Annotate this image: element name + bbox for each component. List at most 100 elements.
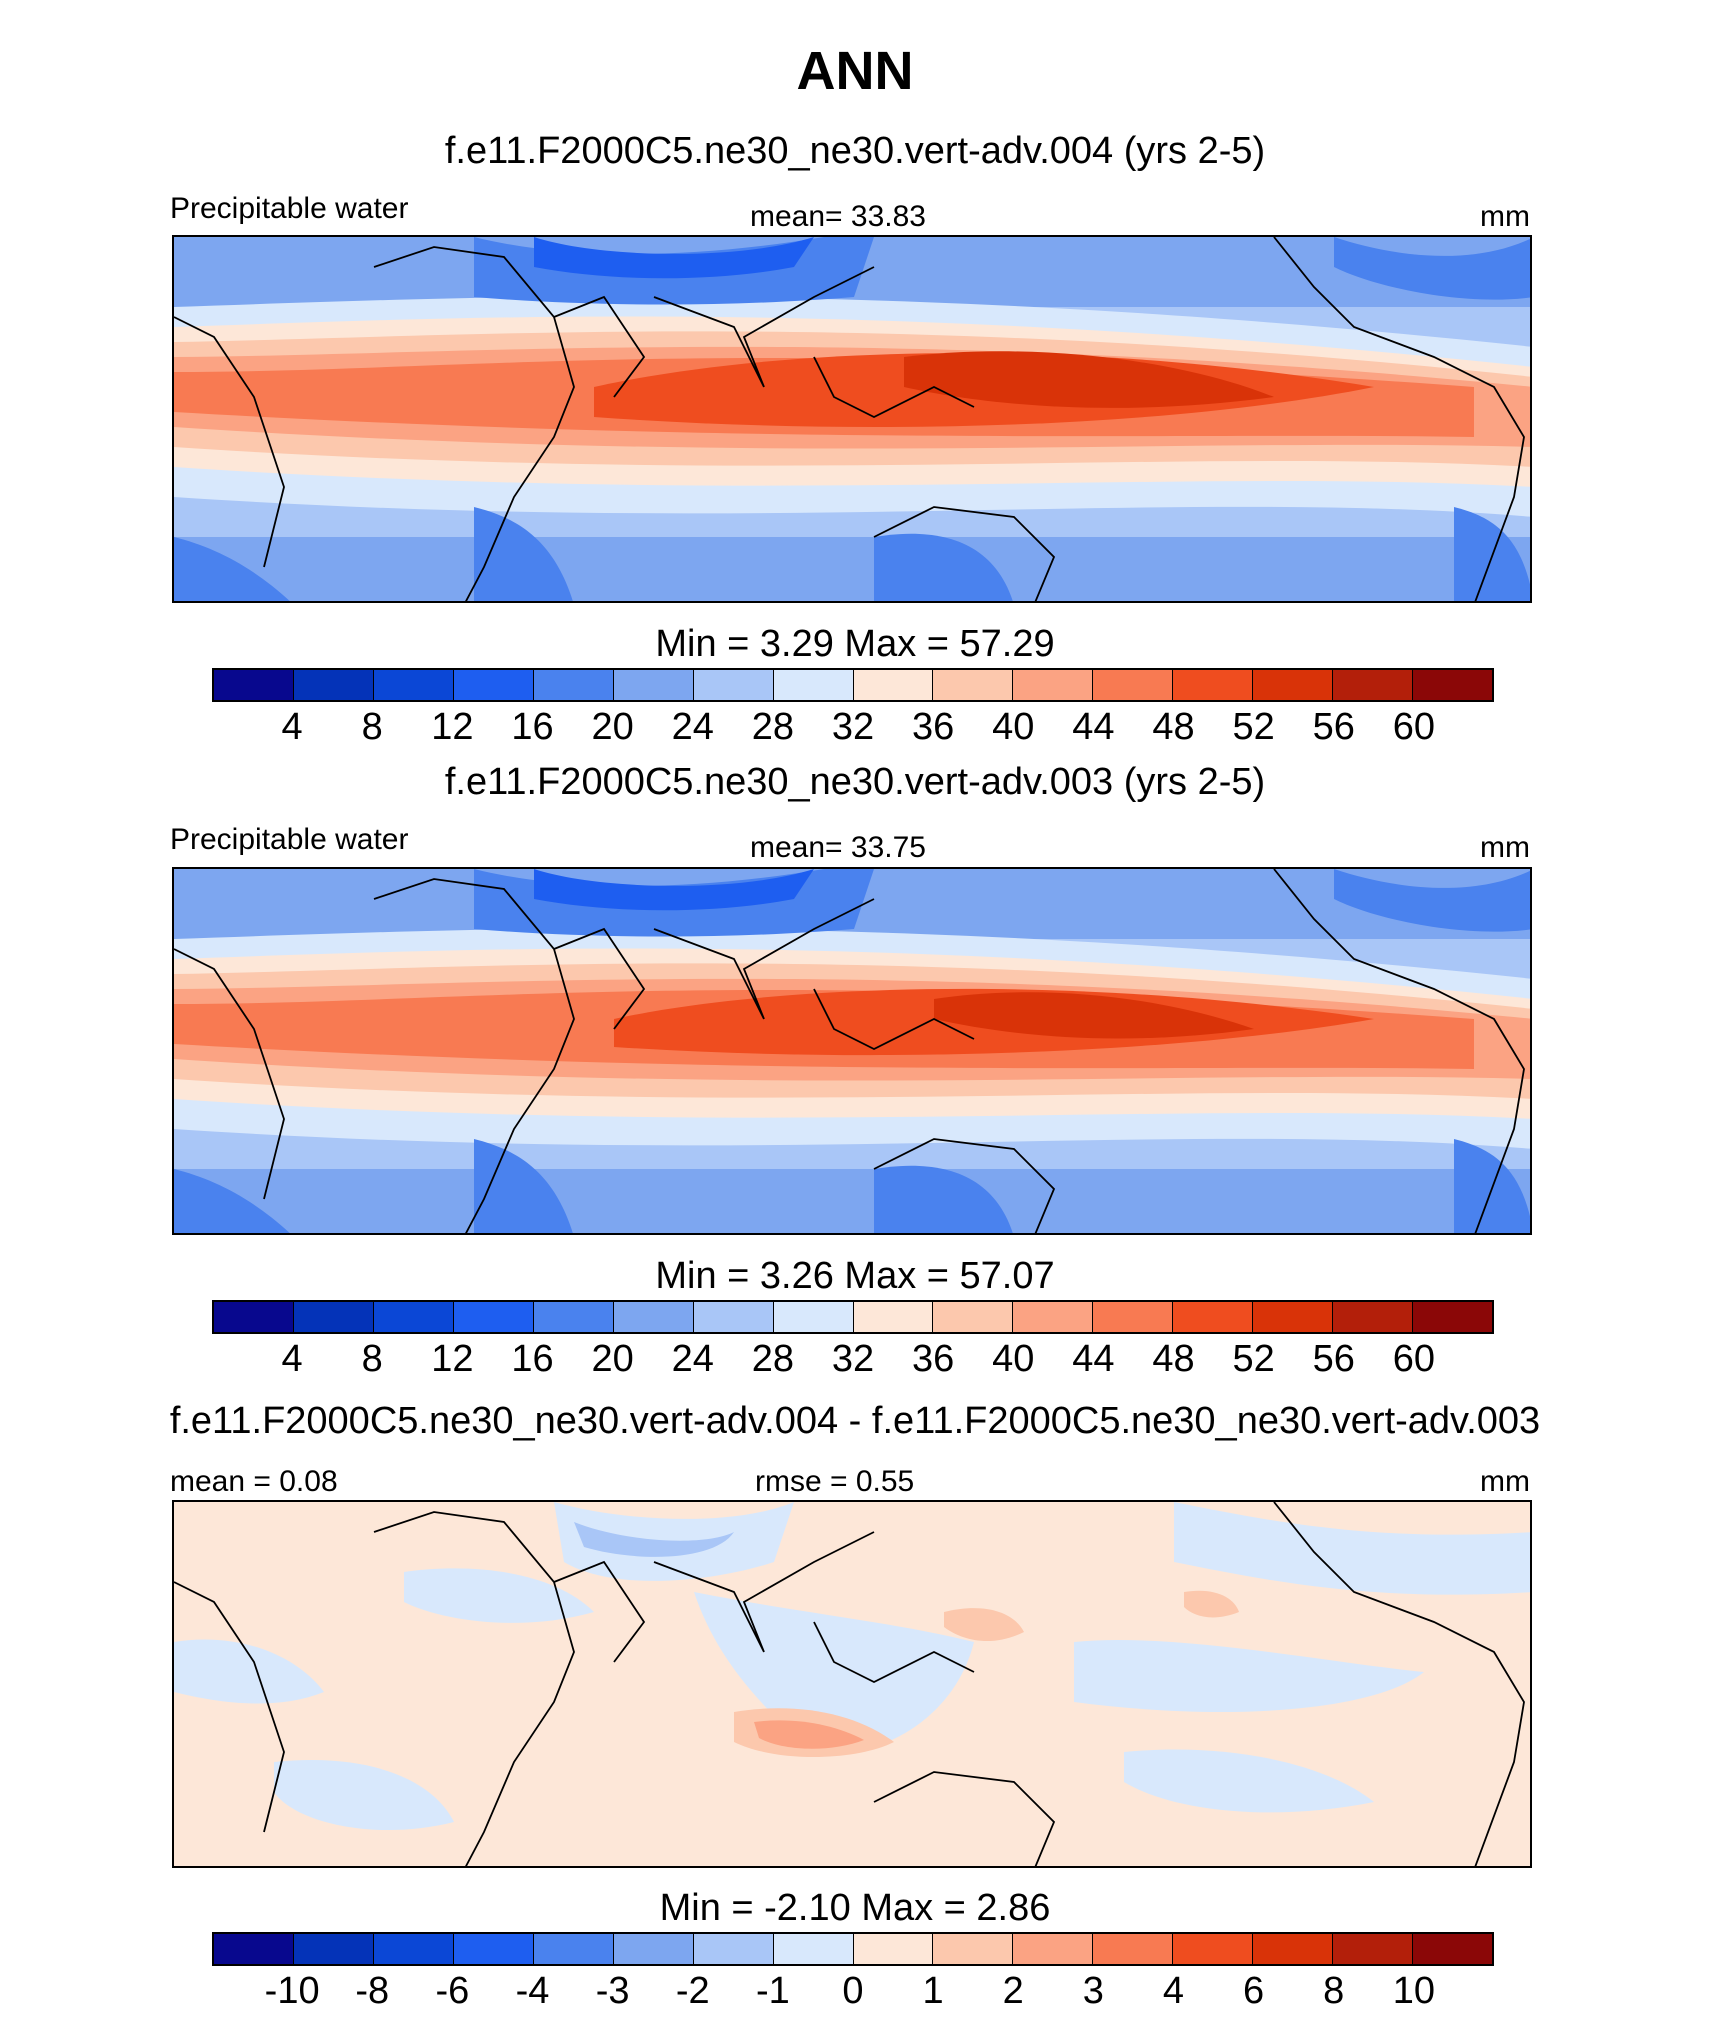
colorbar-box	[1333, 670, 1414, 700]
colorbar-tick-label: 24	[671, 1338, 714, 1380]
panel3-contour-field	[174, 1502, 1530, 1866]
panel3-rmse-label: rmse = 0.55	[755, 1465, 915, 1498]
colorbar-box	[933, 670, 1014, 700]
colorbar-box	[293, 1302, 374, 1332]
colorbar-tick-label: 12	[431, 706, 474, 748]
panel1-mean-label: mean= 33.83	[750, 200, 926, 233]
colorbar-tick-label: 4	[281, 706, 303, 748]
colorbar-box	[1013, 1302, 1094, 1332]
panel3-min-max: Min = -2.10 Max = 2.86	[659, 1887, 1051, 1929]
colorbar-tick-label: 8	[361, 1338, 383, 1380]
colorbar-box	[1013, 670, 1094, 700]
colorbar-box	[853, 1302, 934, 1332]
colorbar-tick-label: 20	[591, 1338, 634, 1380]
colorbar-box	[853, 1934, 934, 1964]
panel1-case-title: f.e11.F2000C5.ne30_ne30.vert-adv.004 (yr…	[444, 130, 1266, 172]
colorbar-box	[1173, 670, 1254, 700]
panel2-mean-label: mean= 33.75	[750, 831, 926, 864]
colorbar-box	[1093, 1934, 1174, 1964]
colorbar-tick-label: 28	[751, 706, 795, 748]
panel2-colorbar	[212, 1300, 1494, 1334]
colorbar-box	[773, 1934, 854, 1964]
colorbar-tick-label: 10	[1392, 1970, 1436, 2012]
panel3-units-label: mm	[1480, 1465, 1530, 1498]
colorbar-tick-label: 4	[1162, 1970, 1185, 2012]
colorbar-box	[533, 1934, 614, 1964]
colorbar-box	[693, 670, 774, 700]
colorbar-tick-label: -2	[675, 1970, 710, 2012]
colorbar-box	[214, 1302, 294, 1332]
colorbar-tick-label: 56	[1312, 706, 1355, 748]
colorbar-box	[853, 670, 934, 700]
colorbar-box	[1413, 1302, 1492, 1332]
panel1-colorbar	[212, 668, 1494, 702]
colorbar-box	[1173, 1934, 1254, 1964]
colorbar-box	[373, 1934, 454, 1964]
panel3-case-title: f.e11.F2000C5.ne30_ne30.vert-adv.004 - f…	[169, 1400, 1541, 1442]
colorbar-box	[693, 1934, 774, 1964]
colorbar-box	[1333, 1934, 1414, 1964]
colorbar-tick-label: 2	[1002, 1970, 1024, 2012]
colorbar-tick-label: 1	[922, 1970, 944, 2012]
colorbar-tick-label: -3	[595, 1970, 630, 2012]
colorbar-tick-label: -1	[755, 1970, 790, 2012]
colorbar-box	[293, 670, 374, 700]
colorbar-box	[214, 670, 294, 700]
colorbar-tick-label: 56	[1312, 1338, 1355, 1380]
panel2-min-max: Min = 3.26 Max = 57.07	[655, 1255, 1055, 1297]
colorbar-box	[373, 1302, 454, 1332]
colorbar-box	[1253, 1302, 1334, 1332]
colorbar-tick-label: 4	[281, 1338, 303, 1380]
colorbar-tick-label: 44	[1072, 1338, 1115, 1380]
colorbar-tick-label: -8	[355, 1970, 390, 2012]
colorbar-box	[1093, 1302, 1174, 1332]
colorbar-box	[453, 1302, 534, 1332]
panel2-contour-field	[174, 869, 1530, 1233]
colorbar-tick-label: -4	[515, 1970, 550, 2012]
colorbar-box	[1333, 1302, 1414, 1332]
panel2-units-label: mm	[1480, 831, 1530, 864]
colorbar-tick-label: 48	[1152, 1338, 1195, 1380]
colorbar-tick-label: 44	[1072, 706, 1115, 748]
colorbar-box	[1413, 1934, 1492, 1964]
colorbar-box	[214, 1934, 294, 1964]
colorbar-box	[453, 1934, 534, 1964]
colorbar-tick-label: 16	[511, 706, 554, 748]
colorbar-tick-label: 3	[1082, 1970, 1104, 2012]
panel2-variable-label: Precipitable water	[170, 823, 409, 856]
colorbar-box	[1013, 1934, 1094, 1964]
colorbar-tick-label: 52	[1232, 1338, 1275, 1380]
panel1-units-label: mm	[1480, 200, 1530, 233]
colorbar-tick-label: 8	[361, 706, 383, 748]
panel1-min-max: Min = 3.29 Max = 57.29	[655, 623, 1055, 665]
colorbar-tick-label: -6	[435, 1970, 470, 2012]
colorbar-tick-label: 6	[1243, 1970, 1265, 2012]
panel1-contour-field	[174, 237, 1530, 601]
panel3-map	[172, 1500, 1532, 1868]
colorbar-box	[613, 670, 694, 700]
colorbar-tick-label: 60	[1392, 1338, 1436, 1380]
panel2-case-title: f.e11.F2000C5.ne30_ne30.vert-adv.003 (yr…	[444, 761, 1266, 803]
colorbar-tick-label: 20	[591, 706, 634, 748]
panel1-map	[172, 235, 1532, 603]
colorbar-box	[1093, 670, 1174, 700]
colorbar-tick-label: 24	[671, 706, 714, 748]
colorbar-box	[773, 1302, 854, 1332]
colorbar-tick-label: 28	[751, 1338, 795, 1380]
panel2-map	[172, 867, 1532, 1235]
colorbar-tick-label: 12	[431, 1338, 474, 1380]
colorbar-box	[1253, 670, 1334, 700]
colorbar-box	[293, 1934, 374, 1964]
colorbar-tick-label: 36	[911, 1338, 955, 1380]
colorbar-tick-label: 8	[1323, 1970, 1345, 2012]
colorbar-box	[533, 670, 614, 700]
colorbar-tick-label: 40	[992, 706, 1035, 748]
colorbar-box	[613, 1302, 694, 1332]
colorbar-box	[933, 1934, 1014, 1964]
colorbar-box	[373, 670, 454, 700]
colorbar-tick-label: 16	[511, 1338, 554, 1380]
colorbar-box	[1413, 670, 1492, 700]
figure-title: ANN	[796, 41, 914, 101]
colorbar-tick-label: 32	[831, 1338, 875, 1380]
colorbar-tick-label: 40	[992, 1338, 1035, 1380]
